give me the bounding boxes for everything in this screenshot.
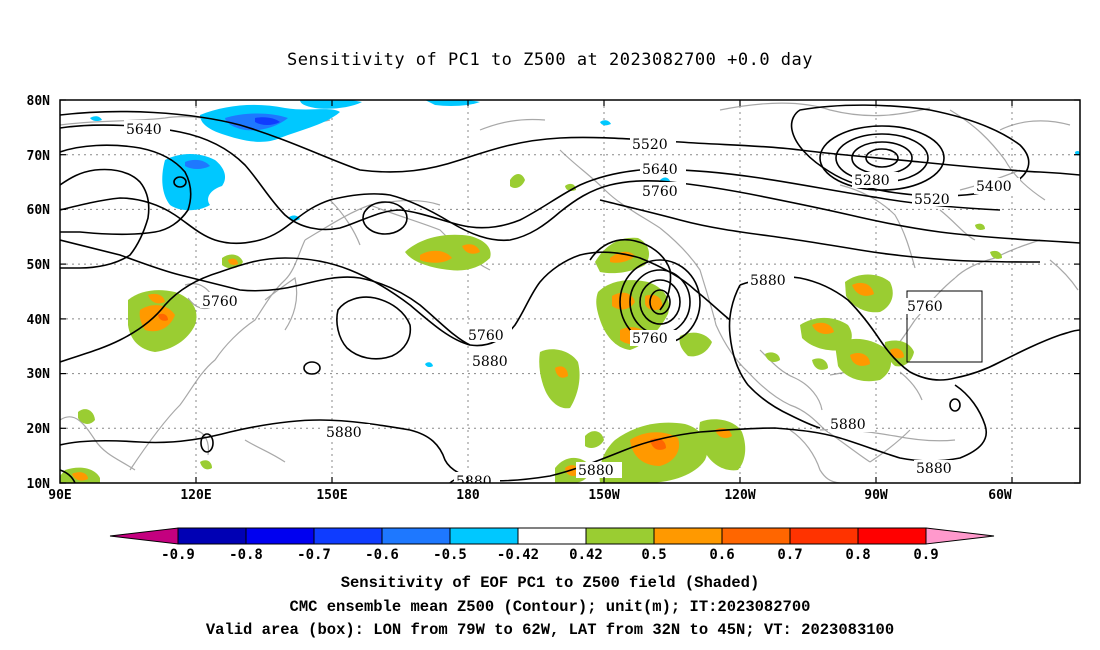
lat-label: 40N — [27, 313, 51, 328]
contour-label: 5880 — [916, 461, 952, 477]
lat-label: 30N — [27, 367, 51, 382]
longitude-labels: 90E 120E 150E 180 150W 120W 90W 60W — [48, 488, 1012, 503]
colorbar-label: -0.8 — [229, 547, 263, 563]
colorbar-bin — [721, 527, 791, 545]
colorbar-label: 0.5 — [641, 547, 666, 563]
lat-label: 70N — [27, 149, 51, 164]
positive-sensitivity-shading — [60, 174, 1002, 483]
contour-label: 5400 — [976, 179, 1012, 195]
colorbar-bin — [653, 527, 723, 545]
colorbar — [109, 527, 995, 545]
contour-label: 5880 — [456, 474, 492, 490]
colorbar-bin — [313, 527, 383, 545]
lat-label: 50N — [27, 258, 51, 273]
contour-label: 5760 — [468, 328, 504, 344]
contour-label: 5760 — [642, 184, 678, 200]
colorbar-bin — [517, 527, 587, 545]
contour-label: 5640 — [126, 122, 162, 138]
colorbar-label: -0.9 — [161, 547, 195, 563]
colorbar-label: 0.8 — [845, 547, 870, 563]
contour-label: 5760 — [202, 294, 238, 310]
contour-label: 5880 — [578, 463, 614, 479]
lon-label: 150W — [588, 488, 619, 503]
colorbar-label: 0.42 — [569, 547, 603, 563]
colorbar-bin — [857, 527, 927, 545]
colorbar-label: 0.9 — [913, 547, 938, 563]
axis-ticks — [60, 99, 1080, 484]
contour-label: 5760 — [907, 299, 943, 315]
lon-label: 60W — [988, 488, 1012, 503]
colorbar-bin — [789, 527, 859, 545]
lon-label: 90E — [48, 488, 71, 503]
lat-label: 60N — [27, 203, 51, 218]
lon-label: 120E — [180, 488, 211, 503]
colorbar-label: 0.7 — [777, 547, 802, 563]
colorbar-label: -0.7 — [297, 547, 331, 563]
colorbar-label: -0.6 — [365, 547, 399, 563]
lon-label: 120W — [724, 488, 755, 503]
negative-sensitivity-shading — [90, 100, 1080, 368]
lon-label: 180 — [456, 488, 480, 503]
coastlines — [60, 102, 1079, 483]
lon-label: 90W — [864, 488, 888, 503]
caption-shaded: Sensitivity of EOF PC1 to Z500 field (Sh… — [340, 574, 760, 592]
colorbar-bin — [585, 527, 655, 545]
contour-label: 5520 — [914, 192, 950, 208]
colorbar-right-arrow — [925, 527, 995, 545]
contour-label: 5880 — [326, 425, 362, 441]
lat-label: 20N — [27, 422, 51, 437]
chart-title: Sensitivity of PC1 to Z500 at 2023082700… — [286, 50, 813, 70]
colorbar-bin — [177, 527, 247, 545]
colorbar-label: -0.42 — [497, 547, 539, 563]
caption-contour: CMC ensemble mean Z500 (Contour); unit(m… — [289, 598, 811, 616]
contour-label: 5880 — [750, 273, 786, 289]
caption-valid-area: Valid area (box): LON from 79W to 62W, L… — [205, 621, 895, 639]
latitude-labels: 80N 70N 60N 50N 40N 30N 20N 10N — [27, 94, 51, 492]
contour-labels: 5640 5520 5640 5760 5280 5400 5520 5760 … — [124, 120, 1020, 490]
colorbar-label: -0.5 — [433, 547, 467, 563]
contour-label: 5880 — [830, 417, 866, 433]
colorbar-labels: -0.9 -0.8 -0.7 -0.6 -0.5 -0.42 0.42 0.5 0.6 0.7 0.… — [161, 547, 939, 563]
colorbar-label: 0.6 — [709, 547, 734, 563]
contour-label: 5880 — [472, 354, 508, 370]
plot-area: 5640 5520 5640 5760 5280 5400 5520 5760 … — [60, 100, 1080, 490]
map-frame — [59, 99, 1081, 484]
colorbar-left-arrow — [109, 527, 179, 545]
colorbar-bin — [381, 527, 451, 545]
colorbar-bin — [245, 527, 315, 545]
lon-label: 150E — [316, 488, 347, 503]
contour-label: 5760 — [632, 331, 668, 347]
lat-label: 10N — [27, 477, 51, 492]
contour-label: 5520 — [632, 137, 668, 153]
lat-label: 80N — [27, 94, 51, 109]
contour-label: 5280 — [854, 173, 890, 189]
colorbar-bin — [449, 527, 519, 545]
valid-area-box — [906, 290, 983, 363]
contour-label: 5640 — [642, 162, 678, 178]
